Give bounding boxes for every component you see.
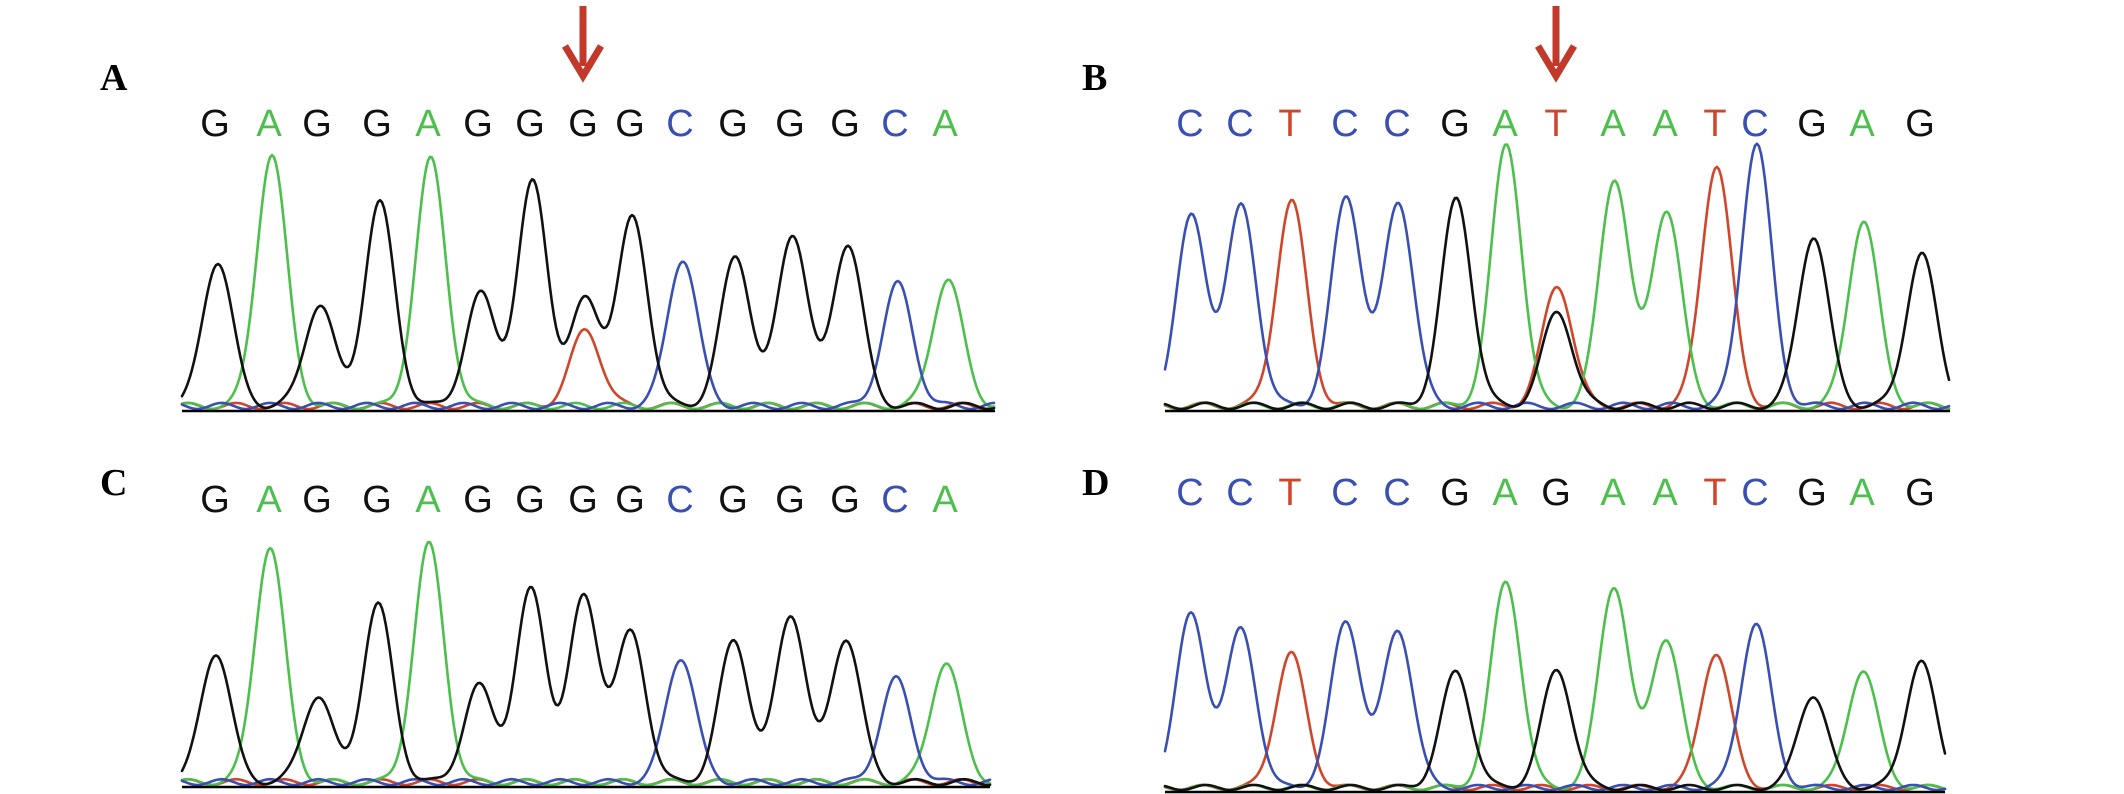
base-call-letter: T bbox=[1278, 472, 1301, 514]
base-call-letter: G bbox=[1905, 103, 1935, 145]
base-call-letter: C bbox=[1741, 103, 1768, 145]
base-call-letter: G bbox=[1905, 472, 1935, 514]
base-call-letter: T bbox=[1703, 103, 1726, 145]
base-call-letter: A bbox=[1492, 472, 1518, 514]
base-call-letter: T bbox=[1703, 472, 1726, 514]
panel-b: BC C T C C G A T A A T C G A G bbox=[1082, 6, 1951, 413]
base-call-letter: G bbox=[615, 103, 645, 145]
base-call-letter: G bbox=[1440, 472, 1470, 514]
trace-a-channel bbox=[180, 540, 992, 787]
panel-a: AG A G G A G G G G C G G G C A bbox=[100, 6, 996, 413]
trace-t-channel bbox=[1163, 650, 1947, 792]
base-call-letter: A bbox=[1600, 472, 1626, 514]
panel-label: D bbox=[1082, 462, 1109, 504]
trace-c-channel bbox=[1163, 142, 1951, 411]
base-call-letter: G bbox=[775, 103, 805, 145]
base-call-letter: A bbox=[1652, 472, 1678, 514]
base-call-letter: C bbox=[881, 479, 908, 521]
base-call-letter: G bbox=[200, 479, 230, 521]
base-call-letter: A bbox=[415, 103, 441, 145]
base-call-letter: G bbox=[302, 103, 332, 145]
base-call-letter: C bbox=[881, 103, 908, 145]
trace-g-channel bbox=[1163, 196, 1951, 411]
base-call-letter: G bbox=[568, 103, 598, 145]
base-call-letter: C bbox=[1741, 472, 1768, 514]
base-call-letter: C bbox=[1176, 103, 1203, 145]
trace-a-channel bbox=[1163, 143, 1951, 411]
trace-g-channel bbox=[180, 585, 992, 787]
trace-a-channel bbox=[1163, 580, 1947, 792]
base-call-letter: A bbox=[932, 479, 958, 521]
trace-g-channel bbox=[180, 178, 996, 411]
base-call-letter: G bbox=[463, 479, 493, 521]
base-call-letter: A bbox=[1652, 103, 1678, 145]
base-call-letter: C bbox=[1226, 472, 1253, 514]
base-call-letter: A bbox=[256, 103, 282, 145]
base-call-letter: G bbox=[1797, 472, 1827, 514]
trace-g-channel bbox=[1163, 659, 1947, 792]
base-call-letter: A bbox=[932, 103, 958, 145]
base-call-letter: C bbox=[1331, 472, 1358, 514]
base-call-letter: T bbox=[1278, 103, 1301, 145]
base-call-letter: C bbox=[1176, 472, 1203, 514]
base-call-letter: G bbox=[718, 479, 748, 521]
base-call-letter: G bbox=[200, 103, 230, 145]
base-call-letter: G bbox=[1797, 103, 1827, 145]
base-call-letter: G bbox=[1541, 472, 1571, 514]
base-call-letter: A bbox=[1600, 103, 1626, 145]
base-call-letter: C bbox=[1383, 472, 1410, 514]
trace-t-channel bbox=[180, 328, 996, 411]
base-call-letter: C bbox=[1383, 103, 1410, 145]
base-call-letter: G bbox=[515, 479, 545, 521]
base-call-letter: G bbox=[463, 103, 493, 145]
base-call-letter: A bbox=[1849, 103, 1875, 145]
trace-c-channel bbox=[180, 659, 992, 787]
panel-label: B bbox=[1082, 57, 1107, 99]
base-call-letter: G bbox=[362, 479, 392, 521]
down-arrow-icon bbox=[561, 6, 605, 83]
base-call-letter: G bbox=[1440, 103, 1470, 145]
base-call-letter: G bbox=[362, 103, 392, 145]
base-call-letter: C bbox=[666, 479, 693, 521]
trace-c-channel bbox=[180, 260, 996, 411]
base-call-letter: G bbox=[830, 479, 860, 521]
trace-c-channel bbox=[1163, 611, 1947, 792]
base-call-letter: G bbox=[515, 103, 545, 145]
trace-t-channel bbox=[1163, 165, 1951, 411]
base-call-letter: G bbox=[568, 479, 598, 521]
base-call-letter: T bbox=[1544, 103, 1567, 145]
base-call-letter: G bbox=[775, 479, 805, 521]
base-call-letter: A bbox=[1849, 472, 1875, 514]
base-call-letter: G bbox=[718, 103, 748, 145]
base-call-letter: G bbox=[302, 479, 332, 521]
base-call-letter: G bbox=[830, 103, 860, 145]
base-call-letter: A bbox=[256, 479, 282, 521]
panel-label: C bbox=[100, 462, 127, 504]
down-arrow-icon bbox=[1534, 6, 1578, 83]
base-call-letter: A bbox=[415, 479, 441, 521]
base-call-letter: A bbox=[1492, 103, 1518, 145]
base-call-letter: C bbox=[666, 103, 693, 145]
base-call-letter: C bbox=[1331, 103, 1358, 145]
base-call-letter: G bbox=[615, 479, 645, 521]
panel-label: A bbox=[100, 57, 128, 99]
trace-a-channel bbox=[180, 153, 996, 411]
base-call-letter: C bbox=[1226, 103, 1253, 145]
